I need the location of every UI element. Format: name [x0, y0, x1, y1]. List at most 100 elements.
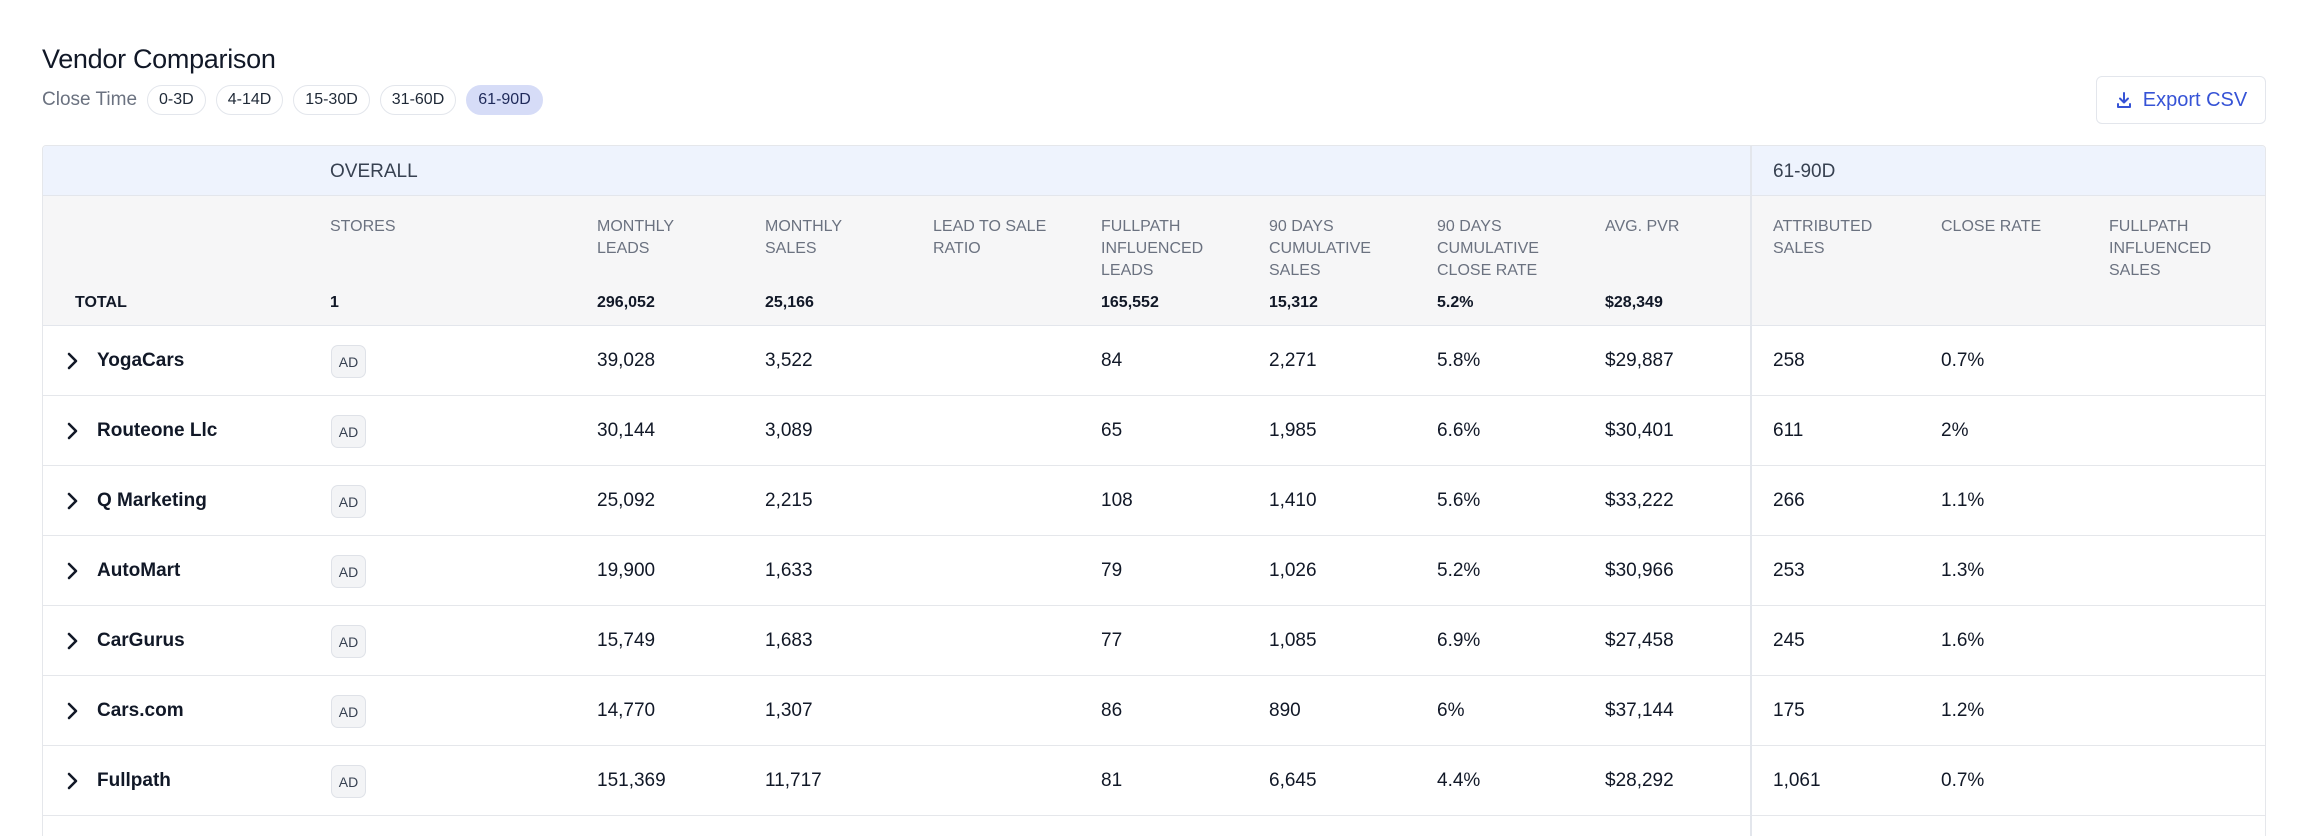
chevron-right-icon[interactable]	[65, 560, 81, 582]
close-rate: 1.6%	[1941, 630, 1985, 651]
total-avg-pvr: $28,349	[1605, 294, 1663, 311]
vendor-table: OVERALL 61-90D STORES MONTHLY LEADS MONT…	[42, 145, 2266, 836]
col-avg-pvr: AVG. PVR	[1605, 218, 1680, 235]
monthly-sales: 3,522	[765, 350, 813, 371]
attributed-sales: 611	[1773, 420, 1804, 441]
col-influenced-sales: FULLPATH INFLUENCED SALES	[2109, 218, 2212, 279]
store-badge: AD	[331, 415, 366, 448]
monthly-sales: 3,089	[765, 420, 813, 441]
table-row[interactable]: AutoMart AD 19,900 1,633 79 1,026 5.2% $…	[43, 536, 2265, 606]
table-row[interactable]: Cars.com AD 14,770 1,307 86 890 6% $37,1…	[43, 676, 2265, 746]
store-badge: AD	[331, 765, 366, 798]
table-row[interactable]: Fullpath AD 151,369 11,717 81 6,645 4.4%…	[43, 746, 2265, 816]
col-monthly-leads: MONTHLY LEADS	[597, 218, 674, 257]
total-influenced-leads: 165,552	[1101, 294, 1159, 311]
close-rate: 2%	[1941, 420, 1969, 441]
attributed-sales: 245	[1773, 630, 1805, 651]
cumulative-sales: 890	[1269, 700, 1301, 721]
group-overall: OVERALL	[330, 161, 418, 182]
influenced-leads: 81	[1101, 770, 1123, 791]
total-stores: 1	[330, 294, 339, 311]
chevron-right-icon[interactable]	[65, 630, 81, 652]
total-close-rate-90: 5.2%	[1437, 294, 1474, 311]
close-rate-90: 4.4%	[1437, 770, 1481, 791]
cumulative-sales: 6,645	[1269, 770, 1317, 791]
avg-pvr: $27,458	[1605, 630, 1674, 651]
chevron-right-icon[interactable]	[65, 700, 81, 722]
influenced-leads: 77	[1101, 630, 1123, 651]
store-badge: AD	[331, 345, 366, 378]
chip-0-3d[interactable]: 0-3D	[147, 85, 206, 115]
table-row[interactable]: Q Marketing AD 25,092 2,215 108 1,410 5.…	[43, 466, 2265, 536]
vendor-name: Q Marketing	[97, 490, 207, 511]
table-row[interactable]: YogaCars AD 39,028 3,522 84 2,271 5.8% $…	[43, 326, 2265, 396]
monthly-sales: 1,307	[765, 700, 813, 721]
chip-4-14d[interactable]: 4-14D	[215, 85, 284, 115]
monthly-leads: 30,144	[597, 420, 656, 441]
monthly-sales: 2,215	[765, 490, 813, 511]
chip-31-60d[interactable]: 31-60D	[379, 85, 457, 115]
table-row[interactable]: CarGurus AD 15,749 1,683 77 1,085 6.9% $…	[43, 606, 2265, 676]
chip-15-30d[interactable]: 15-30D	[293, 85, 370, 115]
close-time-filter: Close Time 0-3D 4-14D 15-30D 31-60D 61-9…	[42, 84, 553, 116]
group-61-90d: 61-90D	[1773, 161, 1836, 182]
close-rate-90: 5.8%	[1437, 350, 1481, 371]
col-influenced-leads: FULLPATH INFLUENCED LEADS	[1101, 218, 1204, 279]
avg-pvr: $30,966	[1605, 560, 1674, 581]
vendor-name: Cars.com	[97, 700, 184, 721]
vendor-name: Routeone Llc	[97, 420, 218, 441]
cumulative-sales: 1,085	[1269, 630, 1317, 651]
monthly-sales: 11,717	[765, 770, 822, 791]
chevron-right-icon[interactable]	[65, 420, 81, 442]
vendor-name: Fullpath	[97, 770, 171, 791]
total-label: TOTAL	[75, 294, 127, 311]
vendor-name: CarGurus	[97, 630, 185, 651]
export-csv-button[interactable]: Export CSV	[2096, 76, 2266, 124]
close-rate: 1.1%	[1941, 490, 1985, 511]
cumulative-sales: 1,410	[1269, 490, 1317, 511]
monthly-sales: 1,633	[765, 560, 813, 581]
total-monthly-sales: 25,166	[765, 294, 814, 311]
monthly-sales: 1,683	[765, 630, 813, 651]
chip-61-90d[interactable]: 61-90D	[466, 85, 543, 115]
attributed-sales: 258	[1773, 350, 1805, 371]
close-rate-90: 6.6%	[1437, 420, 1481, 441]
col-close-rate: CLOSE RATE	[1941, 218, 2042, 235]
export-csv-label: Export CSV	[2142, 88, 2248, 111]
monthly-leads: 25,092	[597, 490, 656, 511]
col-attributed-sales: ATTRIBUTED SALES	[1773, 218, 1873, 257]
attributed-sales: 253	[1773, 560, 1805, 581]
monthly-leads: 39,028	[597, 350, 656, 371]
chevron-right-icon[interactable]	[65, 490, 81, 512]
vendor-name: AutoMart	[97, 560, 181, 581]
attributed-sales: 1,061	[1773, 770, 1821, 791]
cumulative-sales: 1,985	[1269, 420, 1317, 441]
table-group-header: OVERALL 61-90D	[43, 146, 2265, 196]
attributed-sales: 175	[1773, 700, 1805, 721]
influenced-leads: 86	[1101, 700, 1123, 721]
close-rate-90: 6%	[1437, 700, 1465, 721]
influenced-leads: 65	[1101, 420, 1123, 441]
chevron-right-icon[interactable]	[65, 770, 81, 792]
total-cumulative-sales: 15,312	[1269, 294, 1318, 311]
store-badge: AD	[331, 485, 366, 518]
store-badge: AD	[331, 695, 366, 728]
table-row[interactable]: Routeone Llc AD 30,144 3,089 65 1,985 6.…	[43, 396, 2265, 466]
close-time-label: Close Time	[42, 89, 138, 110]
page-title: Vendor Comparison	[42, 44, 276, 74]
close-rate-90: 5.6%	[1437, 490, 1481, 511]
chevron-right-icon[interactable]	[65, 350, 81, 372]
total-monthly-leads: 296,052	[597, 294, 655, 311]
col-monthly-sales: MONTHLY SALES	[765, 218, 842, 257]
close-rate: 1.3%	[1941, 560, 1985, 581]
cumulative-sales: 1,026	[1269, 560, 1317, 581]
vendor-name: YogaCars	[97, 350, 185, 371]
close-rate-90: 5.2%	[1437, 560, 1481, 581]
col-lead-to-sale: LEAD TO SALE RATIO	[933, 218, 1047, 257]
close-rate: 1.2%	[1941, 700, 1985, 721]
store-badge: AD	[331, 625, 366, 658]
monthly-leads: 19,900	[597, 560, 656, 581]
store-badge: AD	[331, 555, 366, 588]
avg-pvr: $33,222	[1605, 490, 1674, 511]
col-cumulative-close-rate: 90 DAYS CUMULATIVE CLOSE RATE	[1437, 218, 1539, 279]
